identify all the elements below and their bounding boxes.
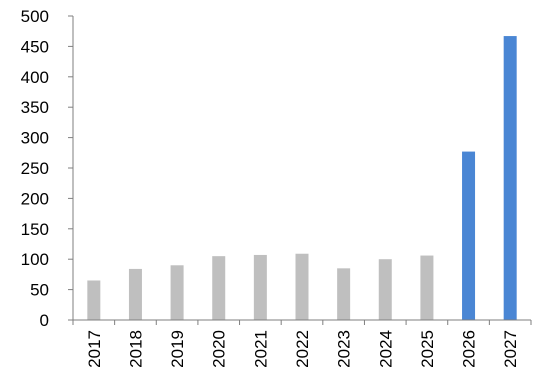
bar-2026 xyxy=(462,151,476,320)
x-tick-label: 2018 xyxy=(126,330,145,368)
y-tick-label: 100 xyxy=(21,250,49,269)
y-tick-label: 500 xyxy=(21,7,49,26)
x-axis-ticks: 2017 2018 2019 2020 2021 2022 2023 2024 2025 2026… xyxy=(72,320,532,368)
bar-2027 xyxy=(503,36,517,321)
y-tick-label: 350 xyxy=(21,98,49,117)
bar-2025 xyxy=(420,255,434,320)
y-tick-label: 0 xyxy=(40,311,49,330)
y-tick-label: 400 xyxy=(21,68,49,87)
y-tick-label: 250 xyxy=(21,159,49,178)
bar-2018 xyxy=(128,268,142,320)
x-tick-label: 2022 xyxy=(293,330,312,368)
y-axis-ticks: 0 50 100 150 200 250 300 350 400 450 500 xyxy=(21,7,73,330)
x-tick-label: 2017 xyxy=(85,330,104,368)
y-tick-label: 50 xyxy=(30,281,49,300)
y-tick-label: 450 xyxy=(21,37,49,56)
bar-2021 xyxy=(253,254,267,320)
y-tick-label: 300 xyxy=(21,129,49,148)
x-tick-label: 2020 xyxy=(210,330,229,368)
bar-2024 xyxy=(378,259,392,320)
bar-2022 xyxy=(295,253,309,320)
bar-2023 xyxy=(337,268,351,320)
x-tick-label: 2019 xyxy=(168,330,187,368)
y-tick-label: 200 xyxy=(21,189,49,208)
x-tick-label: 2027 xyxy=(501,330,520,368)
bars xyxy=(87,36,517,321)
bar-2017 xyxy=(87,280,101,320)
bar-2020 xyxy=(212,256,226,320)
y-tick-label: 150 xyxy=(21,220,49,239)
x-tick-label: 2025 xyxy=(418,330,437,368)
bar-2019 xyxy=(170,265,184,320)
x-tick-label: 2021 xyxy=(251,330,270,368)
x-tick-label: 2026 xyxy=(460,330,479,368)
x-tick-label: 2023 xyxy=(335,330,354,368)
x-tick-label: 2024 xyxy=(376,330,395,368)
